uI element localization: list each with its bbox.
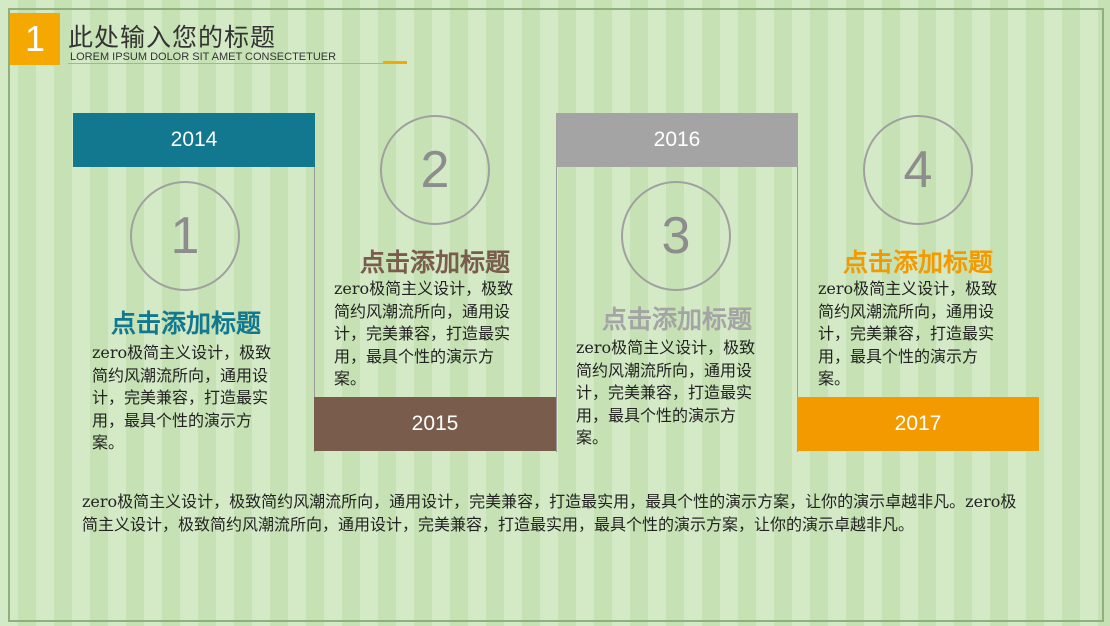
card-3-body[interactable]: zero极简主义设计，极致简约风潮流所向，通用设计，完美兼容，打造最实用，最具个… bbox=[576, 338, 756, 447]
card-2-number-circle: 2 bbox=[380, 115, 490, 225]
title-underline-accent bbox=[383, 61, 407, 64]
card-3-divider-right bbox=[797, 167, 798, 452]
card-3-year-bar[interactable]: 2016 bbox=[556, 113, 798, 167]
card-1-number-circle: 1 bbox=[130, 181, 240, 291]
card-1-year-bar[interactable]: 2014 bbox=[73, 113, 315, 167]
footer-paragraph[interactable]: zero极简主义设计，极致简约风潮流所向，通用设计，完美兼容，打造最实用，最具个… bbox=[82, 492, 1017, 534]
card-2-body[interactable]: zero极简主义设计，极致简约风潮流所向，通用设计，完美兼容，打造最实用，最具个… bbox=[334, 279, 514, 388]
page-title[interactable]: 此处输入您的标题 bbox=[68, 23, 277, 52]
page-subtitle[interactable]: LOREM IPSUM DOLOR SIT AMET CONSECTETUER bbox=[70, 51, 337, 63]
card-4-body[interactable]: zero极简主义设计，极致简约风潮流所向，通用设计，完美兼容，打造最实用，最具个… bbox=[818, 279, 998, 388]
card-1-divider bbox=[314, 167, 315, 452]
card-2-year-bar[interactable]: 2015 bbox=[314, 397, 556, 451]
card-1-title[interactable]: 点击添加标题 bbox=[110, 309, 261, 338]
card-3-number-circle: 3 bbox=[621, 181, 731, 291]
card-4-number-circle: 4 bbox=[863, 115, 973, 225]
card-4-title[interactable]: 点击添加标题 bbox=[842, 248, 993, 277]
section-number-badge: 1 bbox=[10, 13, 60, 65]
card-4-year-bar[interactable]: 2017 bbox=[797, 397, 1039, 451]
card-1-body[interactable]: zero极简主义设计，极致简约风潮流所向，通用设计，完美兼容，打造最实用，最具个… bbox=[92, 343, 272, 452]
card-3-title[interactable]: 点击添加标题 bbox=[601, 305, 752, 334]
slide-frame bbox=[8, 8, 1104, 622]
card-2-title[interactable]: 点击添加标题 bbox=[359, 248, 510, 277]
title-underline bbox=[68, 63, 388, 64]
card-3-divider-left bbox=[556, 167, 557, 452]
